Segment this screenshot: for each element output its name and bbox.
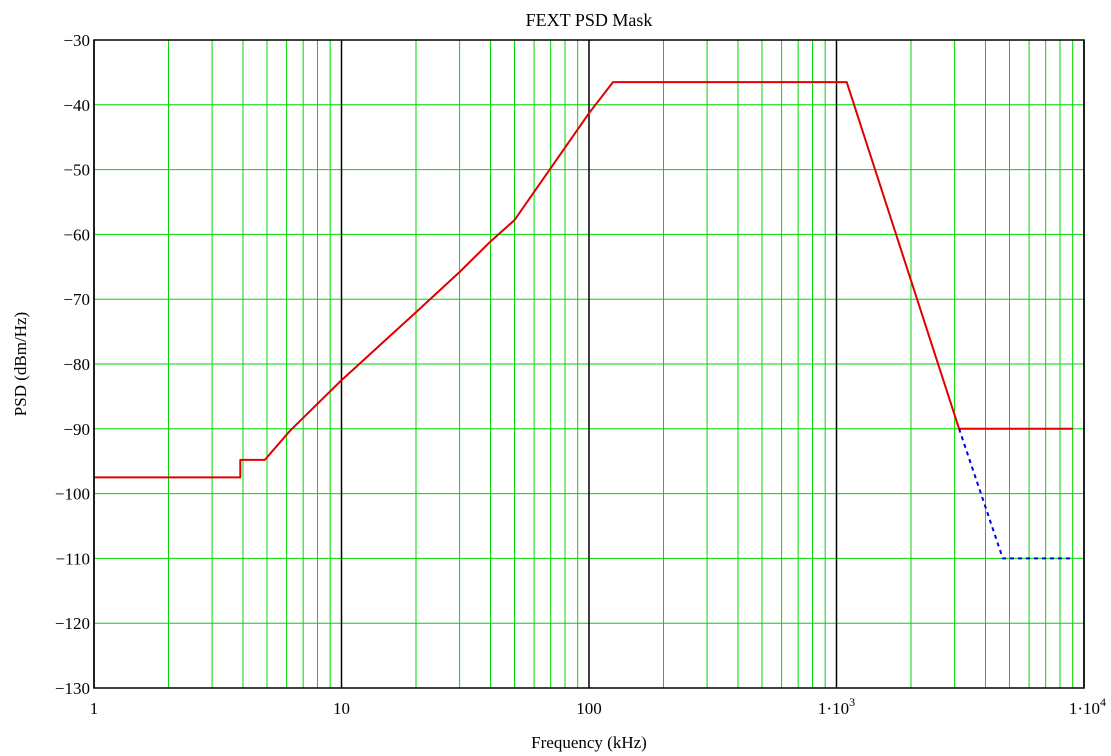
x-tick-label: 10 (333, 699, 350, 718)
y-tick-label: −50 (63, 161, 90, 180)
dashed-mask-line (958, 428, 1073, 560)
y-tick-label: −30 (63, 31, 90, 50)
y-tick-labels: −30 −40 −50 −60 −70 −80 −90 −100 −110 −120 −130 (55, 31, 90, 698)
x-axis-title: Frequency (kHz) (531, 733, 647, 752)
plot-border (93, 39, 1085, 689)
x-tick-label: 1·104 (1069, 695, 1106, 718)
y-tick-label: −70 (63, 290, 90, 309)
plot-series (94, 81, 1073, 560)
y-tick-label: −110 (56, 549, 90, 568)
x-tick-labels: 1 10 100 1·103 1·104 (90, 695, 1106, 718)
x-tick-label: 100 (576, 699, 602, 718)
chart-title: FEXT PSD Mask (526, 10, 653, 30)
y-tick-label: −60 (63, 225, 90, 244)
y-tick-label: −90 (63, 420, 90, 439)
x-tick-label: 1·103 (818, 695, 855, 718)
y-tick-label: −120 (55, 614, 90, 633)
y-tick-label: −100 (55, 485, 90, 504)
y-tick-label: −130 (55, 679, 90, 698)
grid (93, 39, 1085, 689)
y-tick-label: −40 (63, 96, 90, 115)
solid-mask-line (94, 81, 1073, 479)
y-axis-title: PSD (dBm/Hz) (11, 312, 30, 416)
y-tick-label: −80 (63, 355, 90, 374)
x-tick-label: 1 (90, 699, 99, 718)
